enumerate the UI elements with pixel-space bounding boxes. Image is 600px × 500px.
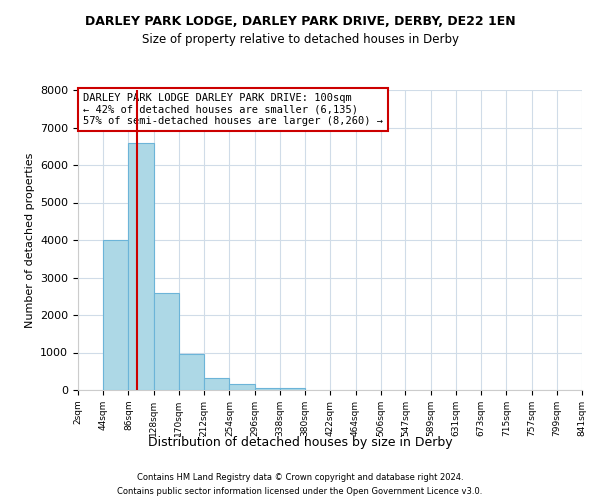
Bar <box>204 378 229 390</box>
Bar <box>103 240 128 390</box>
Text: DARLEY PARK LODGE, DARLEY PARK DRIVE, DERBY, DE22 1EN: DARLEY PARK LODGE, DARLEY PARK DRIVE, DE… <box>85 15 515 28</box>
Text: DARLEY PARK LODGE DARLEY PARK DRIVE: 100sqm
← 42% of detached houses are smaller: DARLEY PARK LODGE DARLEY PARK DRIVE: 100… <box>83 93 383 126</box>
Bar <box>128 142 154 390</box>
Bar <box>280 388 305 390</box>
Text: Contains public sector information licensed under the Open Government Licence v3: Contains public sector information licen… <box>118 486 482 496</box>
Bar <box>254 388 280 390</box>
Text: Size of property relative to detached houses in Derby: Size of property relative to detached ho… <box>142 32 458 46</box>
Y-axis label: Number of detached properties: Number of detached properties <box>25 152 35 328</box>
Text: Contains HM Land Registry data © Crown copyright and database right 2024.: Contains HM Land Registry data © Crown c… <box>137 473 463 482</box>
Bar <box>154 292 179 390</box>
Bar <box>229 384 254 390</box>
Bar <box>179 354 204 390</box>
Text: Distribution of detached houses by size in Derby: Distribution of detached houses by size … <box>148 436 452 449</box>
